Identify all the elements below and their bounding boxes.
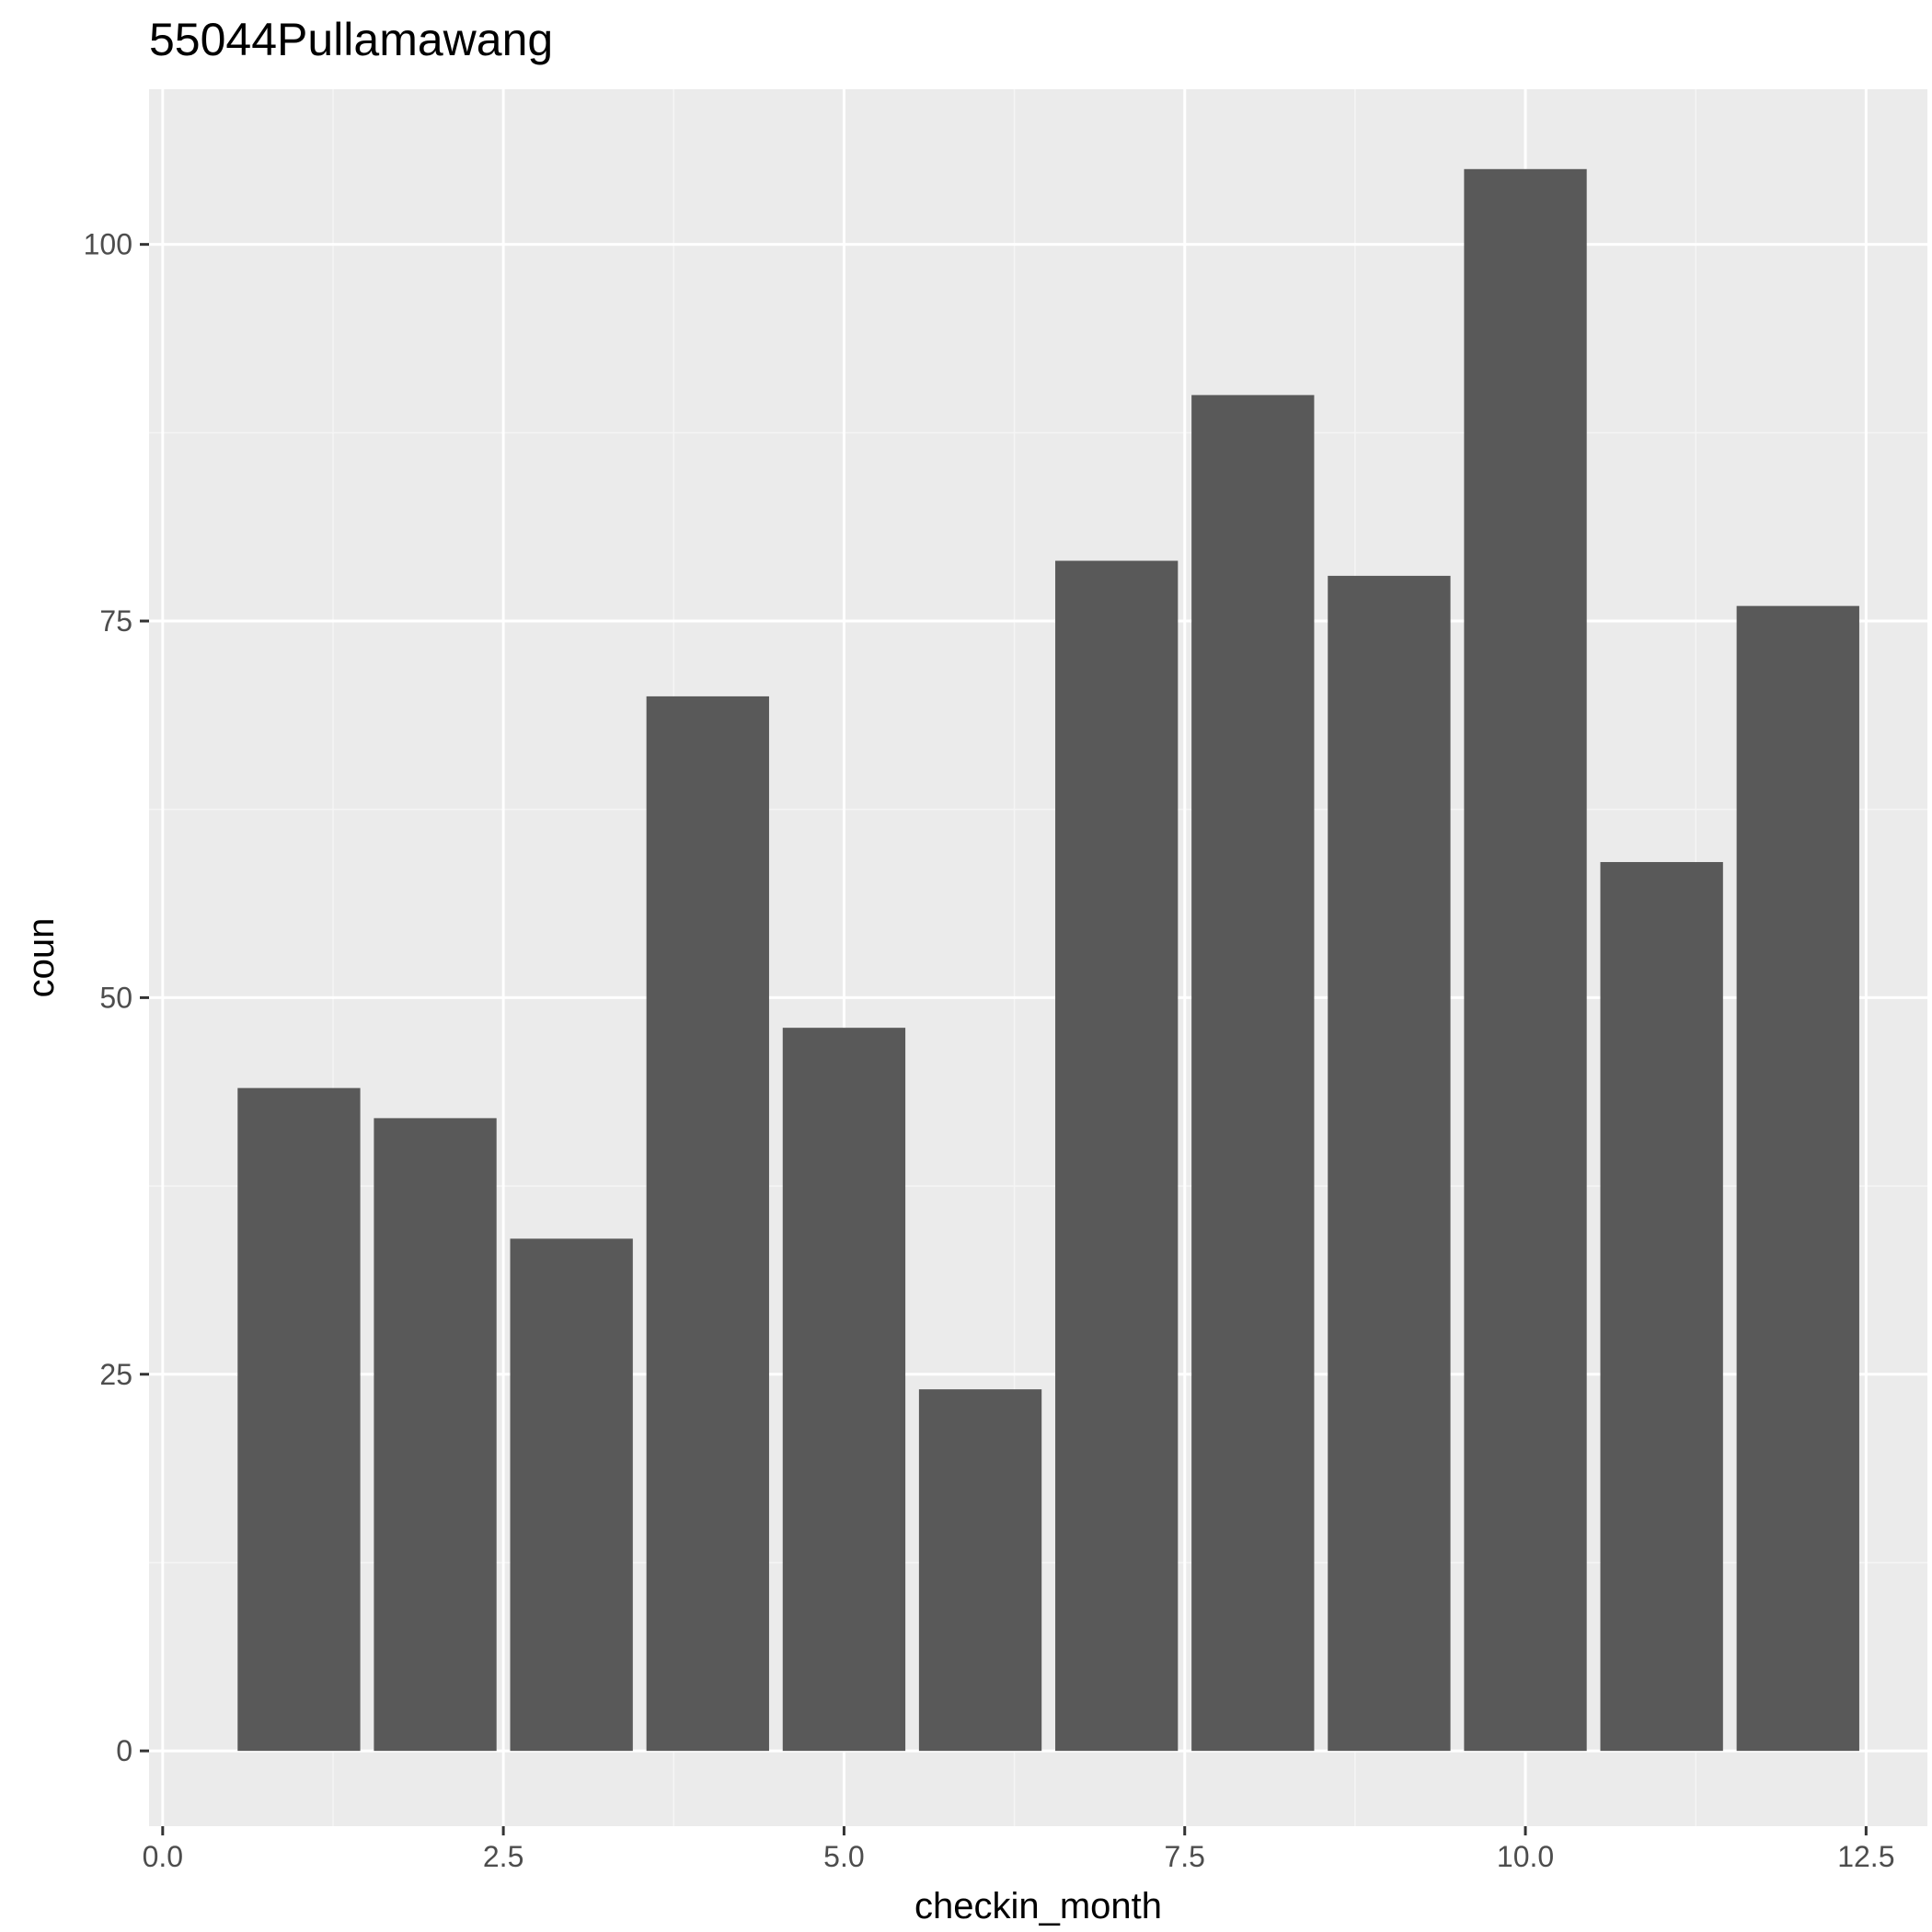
y-tick-label: 75 [99, 604, 132, 638]
bar-month-4 [646, 696, 769, 1752]
bar-month-8 [1191, 395, 1315, 1752]
y-tick-label: 100 [84, 228, 132, 261]
bar-month-12 [1736, 605, 1859, 1752]
chart-title: 55044Pullamawang [149, 14, 553, 65]
x-axis-title: checkin_month [914, 1886, 1162, 1926]
bar-month-2 [374, 1118, 497, 1752]
x-axis: 0.0 2.5 5.0 7.5 10.0 12.5 [143, 1826, 1894, 1873]
bar-month-9 [1328, 575, 1451, 1752]
x-tick-label: 5.0 [823, 1840, 864, 1873]
y-tick-label: 50 [99, 981, 132, 1014]
y-tick-label: 25 [99, 1358, 132, 1391]
bar-month-10 [1464, 168, 1587, 1752]
bar-month-11 [1600, 862, 1723, 1752]
y-axis-title: coun [21, 918, 62, 998]
x-tick-label: 12.5 [1837, 1840, 1894, 1873]
x-tick-label: 2.5 [483, 1840, 523, 1873]
bar-month-7 [1055, 560, 1179, 1752]
bar-month-5 [782, 1028, 906, 1752]
y-tick-label: 0 [116, 1734, 132, 1767]
x-tick-label: 0.0 [143, 1840, 183, 1873]
y-axis: 0 25 50 75 100 [84, 228, 149, 1767]
bar-month-3 [510, 1238, 633, 1752]
x-tick-label: 7.5 [1164, 1840, 1204, 1873]
bar-month-1 [237, 1087, 361, 1752]
bars [237, 168, 1859, 1752]
x-tick-label: 10.0 [1497, 1840, 1554, 1873]
bar-month-6 [918, 1389, 1042, 1752]
